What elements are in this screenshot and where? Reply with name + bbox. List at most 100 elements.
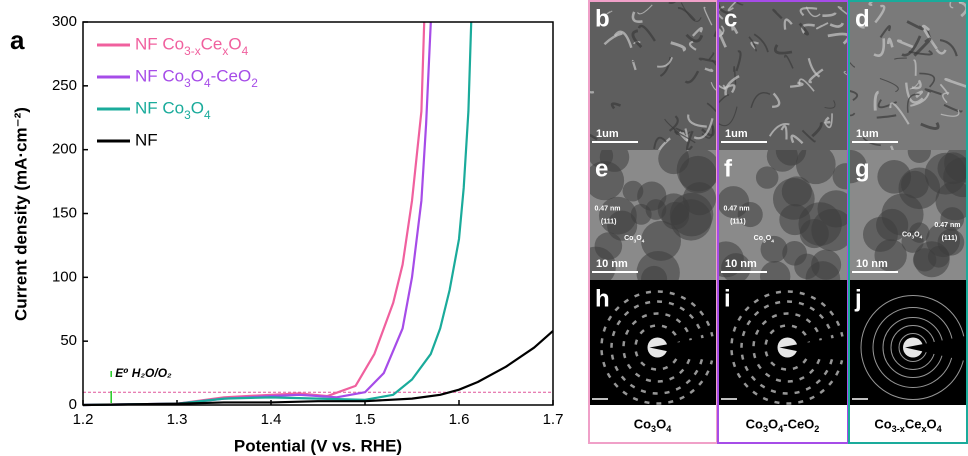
sem-texture [718,106,738,127]
sem-texture [829,22,845,28]
sem-texture [687,114,707,128]
sem-texture [772,92,781,108]
sem-texture [912,59,917,76]
y-tick-label: 0 [69,396,77,413]
tem-particle [755,166,779,189]
annotation: Co3O4 [624,235,645,244]
sem-texture [921,24,938,50]
annotation: Co3O4 [902,231,923,240]
sem-texture [637,24,656,42]
legend-label: NF Co3O4 [135,98,211,122]
sem-texture [713,27,717,38]
sem-texture [896,39,914,49]
sem-texture [801,129,816,143]
sem-texture [657,137,671,150]
panel-label: e [595,155,608,182]
annotation: 0.47 nm [934,222,960,229]
sem-texture [735,50,742,72]
micrograph: b 1um [588,0,717,150]
sem-texture [843,70,848,76]
tem-particle [737,202,763,228]
sem-texture [798,22,810,36]
tem-particle [676,150,717,192]
y-tick-label: 200 [52,141,77,158]
annotation: E⁰ H₂O/O₂ [115,366,172,380]
sem-texture [780,124,788,140]
sem-texture [856,14,865,29]
x-tick-label: 1.6 [449,411,470,428]
sem-texture [724,75,740,96]
beam-stop [649,335,717,362]
y-tick-label: 100 [52,268,77,285]
sem-texture [674,131,696,144]
x-tick-label: 1.3 [167,411,188,428]
sem-texture [876,114,897,119]
sem-texture [656,56,673,68]
sem-texture [924,88,942,96]
sem-texture [799,7,818,17]
sem-texture [879,25,891,39]
sem-texture [675,127,685,133]
micrograph-image [848,280,968,405]
sem-texture [703,6,713,26]
micrograph-image [588,0,717,150]
tem-particle [943,157,968,198]
tem-particle [794,253,820,280]
tem-particle [898,167,941,210]
micrograph-image [717,150,848,280]
scale-bar-label: 1um [725,128,748,140]
sem-texture [824,100,836,109]
y-tick-label: 300 [52,13,77,30]
panel-label: d [855,5,870,32]
sem-texture [606,10,613,15]
sem-texture [708,52,715,61]
sem-texture [631,11,643,23]
sem-texture [750,41,759,50]
x-tick-label: 1.2 [73,411,94,428]
tem-particle [759,261,791,280]
sem-texture [873,38,886,57]
caption: Co3-xCexO4 [874,416,942,434]
scale-bar-label: 10 nm [856,258,888,270]
micrograph: e 10 nm 0.47 nm (111) Co3O4 [588,150,717,280]
micrograph-image [717,0,848,150]
sem-texture [691,27,703,37]
x-axis-title: Potential (V vs. RHE) [234,436,402,455]
sem-texture [807,57,821,78]
micrograph: i [717,280,848,405]
sem-texture [939,39,958,57]
micrograph: g 10 nm Co3O4 0.47 nm (111) [848,150,968,280]
sem-texture [942,92,950,104]
panel-label: f [724,155,733,182]
annotation: (111) [730,218,746,225]
sem-texture [874,4,886,24]
column-frame [848,0,968,444]
sem-texture [815,22,829,30]
sem-texture [944,77,968,89]
caption: Co3O4-CeO2 [746,416,820,434]
sem-texture [653,136,667,150]
sem-texture [848,89,859,102]
sem-texture [798,78,815,92]
sem-texture [731,25,739,35]
tem-particle [901,230,924,253]
line-series [82,21,426,407]
sem-texture [790,134,804,145]
sem-texture [919,72,936,88]
line-series [82,330,554,407]
scale-bar-label: 10 nm [596,258,628,270]
sem-texture [588,133,598,141]
sem-texture [894,57,907,60]
panel-label: g [855,155,870,182]
sem-texture [701,125,715,137]
y-tick-label: 50 [60,332,77,349]
sem-texture [889,102,910,125]
tem-particle [588,161,625,201]
sem-texture [631,29,643,49]
micrograph: j [848,280,968,405]
sem-texture [588,89,595,94]
panel-label: c [724,5,737,32]
micrograph-image [717,280,848,405]
tem-particle [795,150,836,185]
